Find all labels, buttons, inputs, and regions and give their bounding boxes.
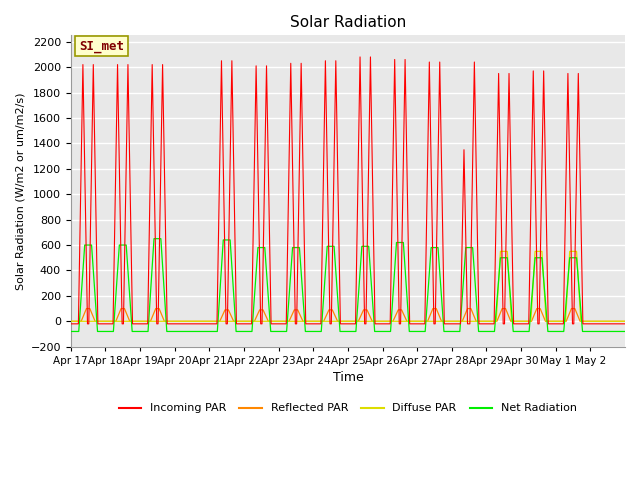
Legend: Incoming PAR, Reflected PAR, Diffuse PAR, Net Radiation: Incoming PAR, Reflected PAR, Diffuse PAR… <box>114 399 582 418</box>
Title: Solar Radiation: Solar Radiation <box>290 15 406 30</box>
Text: SI_met: SI_met <box>79 40 124 53</box>
Y-axis label: Solar Radiation (W/m2 or um/m2/s): Solar Radiation (W/m2 or um/m2/s) <box>15 92 25 290</box>
X-axis label: Time: Time <box>333 372 364 384</box>
